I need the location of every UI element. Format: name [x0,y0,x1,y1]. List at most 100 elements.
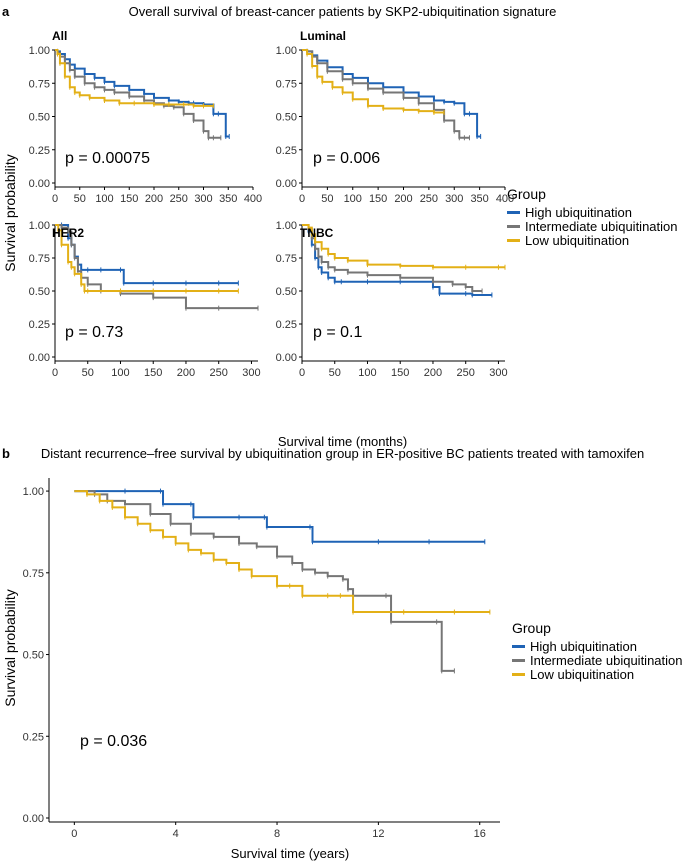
legend-swatch-intermediate-icon [512,658,525,662]
x-tick-label: 100 [111,367,129,379]
km-curve-low [74,490,490,614]
x-tick-label: 8 [274,828,280,840]
legend-item-high: High ubiquitination [512,638,683,654]
y-tick-label: 1.00 [276,220,297,232]
km-curve-high [55,224,239,285]
x-tick-label: 100 [358,367,376,379]
legend-panel-b: Group High ubiquitination Intermediate u… [512,620,683,682]
km-curve-intermediate [302,49,470,139]
plot-title: Luminal [300,29,346,43]
x-tick-label: 4 [173,828,179,840]
y-tick-label: 0.75 [23,568,44,580]
x-tick-label: 300 [194,193,212,205]
x-tick-label: 300 [242,367,260,379]
km-plot-1: 0.00 0.25 0.50 0.75 1.00 0 50 100 150 200 250 300 35… [29,29,263,205]
plot-title: All [52,29,67,43]
x-tick-label: 250 [210,367,228,379]
p-value-annotation: p = 0.73 [65,324,123,341]
x-tick-label: 12 [372,828,384,840]
y-tick-label: 0.25 [276,145,297,157]
plot-title: HER2 [52,226,84,240]
legend-label: Intermediate ubiquitination [525,218,678,234]
km-plot-4: 0.00 0.25 0.50 0.75 1.00 0 50 100 150 200 250 300 TN… [276,220,508,379]
y-tick-label: 1.00 [23,486,44,498]
x-tick-label: 50 [321,193,333,205]
x-tick-label: 150 [369,193,387,205]
x-tick-label: 250 [457,367,475,379]
y-tick-label: 0.00 [29,352,50,364]
y-tick-label: 1.00 [29,45,50,57]
x-tick-label: 250 [420,193,438,205]
legend-swatch-low-icon [512,672,525,676]
legend-item-intermediate: Intermediate ubiquitination [512,652,683,668]
legend-label: Low ubiquitination [525,232,630,248]
km-plot-5: 0.00 0.25 0.50 0.75 1.00 0 4 8 12 16 p = 0.036 [23,478,500,840]
legend-item-low: Low ubiquitination [512,667,683,682]
km-curve-high [74,490,485,543]
y-tick-label: 0.00 [23,813,44,825]
y-tick-label: 0.00 [276,178,297,190]
x-tick-label: 200 [145,193,163,205]
panel-b-letter: b [2,446,10,461]
x-tick-label: 50 [82,367,94,379]
x-tick-label: 350 [219,193,237,205]
y-tick-label: 0.50 [276,286,297,298]
x-tick-label: 150 [144,367,162,379]
legend-item-low: Low ubiquitination [507,232,678,248]
y-tick-label: 0.50 [29,112,50,124]
y-tick-label: 0.50 [29,286,50,298]
panel-b-title: Distant recurrence–free survival by ubiq… [40,446,645,461]
legend-label: High ubiquitination [525,204,632,220]
y-tick-label: 0.50 [276,112,297,124]
p-value-annotation: p = 0.036 [80,733,147,750]
km-curve-low [302,49,445,114]
plot-title: TNBC [300,226,334,240]
km-curve-intermediate [55,224,258,310]
y-tick-label: 0.25 [23,731,44,743]
x-tick-label: 0 [299,193,305,205]
legend-item-high: High ubiquitination [507,204,678,220]
km-curve-intermediate [74,490,455,672]
legend-swatch-intermediate-icon [507,224,520,228]
x-tick-label: 350 [470,193,488,205]
y-tick-label: 0.75 [276,253,297,265]
km-plot-3: 0.00 0.25 0.50 0.75 1.00 0 50 100 150 200 250 300 HE… [29,220,261,379]
x-tick-label: 50 [74,193,86,205]
x-tick-label: 150 [391,367,409,379]
legend-swatch-high-icon [507,210,520,214]
x-tick-label: 250 [170,193,188,205]
y-tick-label: 1.00 [276,45,297,57]
km-plot-2: 0.00 0.25 0.50 0.75 1.00 0 50 100 150 200 250 300 35… [276,29,515,205]
legend-title: Group [512,620,551,636]
x-tick-label: 0 [71,828,77,840]
panel-a-letter: a [2,4,10,19]
x-tick-label: 400 [244,193,262,205]
legend-label: Intermediate ubiquitination [530,652,683,668]
x-tick-label: 300 [489,367,507,379]
x-tick-label: 400 [496,193,514,205]
panel-a-x-axis-label: Survival time (months) [277,434,408,449]
x-tick-label: 100 [344,193,362,205]
x-tick-label: 150 [120,193,138,205]
x-tick-label: 0 [52,193,58,205]
x-tick-label: 200 [177,367,195,379]
x-tick-label: 100 [95,193,113,205]
x-tick-label: 50 [329,367,341,379]
y-tick-label: 0.25 [29,145,50,157]
y-tick-label: 1.00 [29,220,50,232]
y-tick-label: 0.00 [276,352,297,364]
y-tick-label: 0.00 [29,178,50,190]
legend-label: High ubiquitination [530,638,637,654]
legend-panel-a: Group High ubiquitination Intermediate u… [507,186,678,248]
y-tick-label: 0.25 [29,319,50,331]
legend-swatch-high-icon [512,644,525,648]
panel-b-x-axis-label: Survival time (years) [230,846,350,861]
y-tick-label: 0.75 [276,78,297,90]
y-tick-label: 0.75 [29,253,50,265]
x-tick-label: 0 [52,367,58,379]
legend-item-intermediate: Intermediate ubiquitination [507,218,678,234]
legend-title: Group [507,186,546,202]
x-tick-label: 16 [474,828,486,840]
y-tick-label: 0.75 [29,78,50,90]
